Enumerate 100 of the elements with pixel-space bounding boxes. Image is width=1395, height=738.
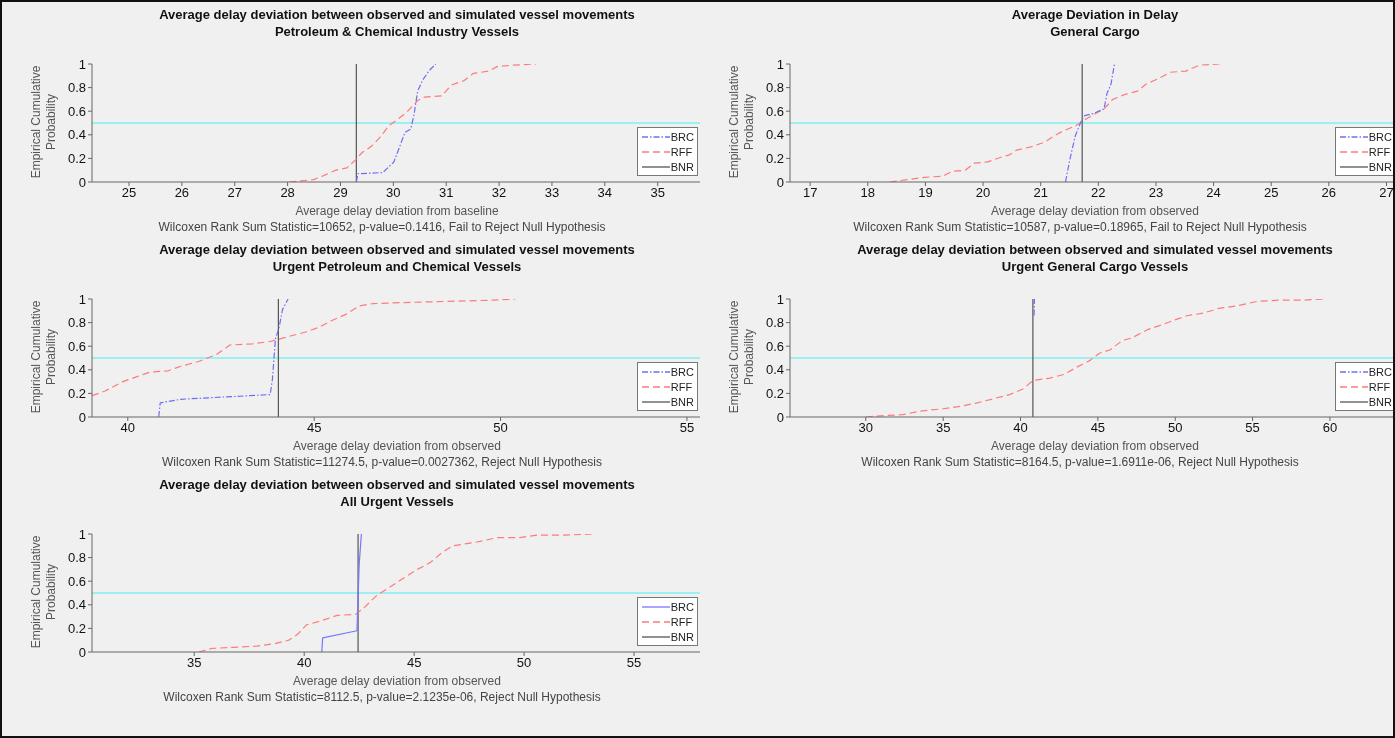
x-axis-title: Average delay deviation from observed [990, 204, 1200, 218]
y-tick-label: 0.8 [67, 80, 86, 96]
line-series [321, 534, 362, 652]
line-series [1064, 64, 1116, 182]
chart-subtitle: Petroleum & Chemical Industry Vessels [273, 23, 521, 40]
x-tick-label: 25 [1263, 185, 1279, 201]
y-tick-label: 0 [776, 409, 784, 425]
x-tick-label: 50 [1167, 420, 1183, 436]
x-tick-label: 34 [597, 185, 613, 201]
x-tick-label: 35 [935, 420, 951, 436]
y-tick-label: 0.6 [67, 573, 86, 589]
x-tick-label: 40 [296, 655, 312, 671]
x-axis-title: Average delay deviation from observed [292, 674, 502, 688]
x-axis-title: Average delay deviation from observed [990, 439, 1200, 453]
text: Wilcoxen Rank Sum Statistic=8112.5, p-value=2.1235e-06, Reject Null Hypothesis [162, 690, 602, 704]
y-axis-title: Empirical Cumulative Probability [29, 299, 59, 416]
x-tick-label: 40 [120, 420, 136, 436]
y-tick-label: 0.6 [67, 103, 86, 119]
x-tick-label: 19 [918, 185, 933, 201]
x-tick-label: 35 [187, 655, 202, 671]
x-tick-label: 17 [802, 185, 818, 201]
chart-subtitle: All Urgent Vessels [339, 493, 455, 510]
x-tick-label: 30 [858, 420, 874, 436]
y-tick-label: 0.8 [67, 550, 86, 566]
text: Wilcoxen Rank Sum Statistic=10587, p-value=0.18965, Fail to Reject Null Hypothesis [852, 220, 1308, 234]
x-tick-label: 26 [1321, 185, 1337, 201]
y-tick-label: 0.2 [765, 151, 784, 167]
y-axis-title: Empirical Cumulative Probability [29, 64, 59, 181]
legend-label: RFF [1368, 380, 1391, 393]
y-tick-label: 0 [78, 174, 86, 190]
chart-subtitle: Urgent General Cargo Vessels [1000, 258, 1190, 275]
y-tick-label: 0.6 [765, 338, 784, 354]
text: Wilcoxen Rank Sum Statistic=8164.5, p-value=1.6911e-06, Reject Null Hypothesis [860, 455, 1300, 469]
y-tick-label: 0.8 [765, 315, 784, 331]
y-tick-label: 0 [776, 174, 784, 190]
x-tick-label: 29 [333, 185, 348, 201]
x-tick-label: 28 [280, 185, 295, 201]
y-tick-label: 0.4 [765, 127, 784, 143]
x-tick-label: 33 [544, 185, 560, 201]
line-series [158, 299, 289, 417]
chart-title: Average delay deviation between observed and simulated vessel movements [158, 241, 636, 258]
legend-label: RFF [1368, 145, 1391, 158]
y-tick-label: 1 [78, 291, 86, 307]
y-tick-label: 1 [776, 291, 784, 307]
legend-label: BNR [1368, 160, 1392, 173]
legend-label: BNR [670, 630, 694, 643]
text: Wilcoxen Rank Sum Statistic=10652, p-value=0.1416, Fail to Reject Null Hypothesis [157, 220, 607, 234]
x-axis-title: Average delay deviation from observed [292, 439, 502, 453]
x-tick-label: 21 [1033, 185, 1048, 201]
legend-label: BNR [670, 395, 694, 408]
x-tick-label: 32 [491, 185, 507, 201]
y-tick-label: 0.4 [67, 127, 86, 143]
y-tick-label: 0.6 [765, 103, 784, 119]
x-tick-label: 18 [860, 185, 876, 201]
x-tick-label: 31 [438, 185, 454, 201]
y-axis-title: Empirical Cumulative Probability [727, 299, 757, 416]
chart-subtitle: Urgent Petroleum and Chemical Vessels [271, 258, 523, 275]
y-tick-label: 0.8 [765, 80, 784, 96]
y-tick-label: 0.4 [67, 362, 86, 378]
x-tick-label: 50 [493, 420, 508, 436]
x-tick-label: 27 [1379, 185, 1394, 201]
x-tick-label: 26 [174, 185, 190, 201]
legend-label: BRC [670, 130, 694, 143]
x-tick-label: 50 [516, 655, 532, 671]
y-tick-label: 0 [78, 644, 86, 660]
y-tick-label: 0.2 [67, 151, 86, 167]
x-tick-label: 30 [386, 185, 401, 201]
y-tick-label: 0.6 [67, 338, 86, 354]
legend-label: BRC [1368, 365, 1392, 378]
x-tick-label: 25 [121, 185, 137, 201]
x-tick-label: 27 [227, 185, 242, 201]
legend-label: RFF [670, 615, 693, 628]
legend-label: BRC [670, 600, 694, 613]
x-tick-label: 55 [1245, 420, 1260, 436]
y-tick-label: 1 [776, 56, 784, 72]
y-tick-label: 0.2 [765, 386, 784, 402]
legend-label: BNR [1368, 395, 1392, 408]
y-tick-label: 1 [78, 526, 86, 542]
chart-title: Average delay deviation between observed and simulated vessel movements [158, 6, 636, 23]
y-tick-label: 0.4 [67, 597, 86, 613]
x-tick-label: 55 [626, 655, 642, 671]
chart-subtitle: General Cargo [1049, 23, 1141, 40]
y-tick-label: 0.4 [765, 362, 784, 378]
y-tick-label: 1 [78, 56, 86, 72]
x-tick-label: 45 [1090, 420, 1106, 436]
legend-label: BNR [670, 160, 694, 173]
x-tick-label: 55 [679, 420, 695, 436]
y-tick-label: 0.2 [67, 386, 86, 402]
x-tick-label: 20 [975, 185, 991, 201]
x-tick-label: 45 [306, 420, 322, 436]
legend-label: BRC [670, 365, 694, 378]
legend-label: RFF [670, 145, 693, 158]
y-axis-title: Empirical Cumulative Probability [727, 64, 757, 181]
legend-label: BRC [1368, 130, 1392, 143]
line-series [92, 299, 517, 397]
y-tick-label: 0.2 [67, 621, 86, 637]
y-tick-label: 0 [78, 409, 86, 425]
x-tick-label: 60 [1322, 420, 1338, 436]
line-series [355, 64, 437, 182]
y-axis-title: Empirical Cumulative Probability [29, 534, 59, 651]
